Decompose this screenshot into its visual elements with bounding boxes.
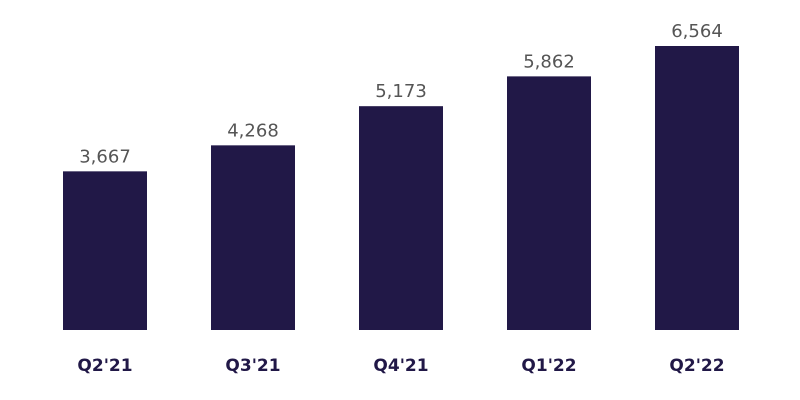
x-tick-label: Q2'21 [77,356,132,376]
x-tick-label: Q2'22 [669,356,724,376]
value-label: 5,173 [375,81,427,102]
value-label: 5,862 [523,51,575,72]
x-tick-label: Q1'22 [521,356,576,376]
bar [359,106,443,330]
bar [211,145,295,330]
value-label: 6,564 [671,21,723,42]
bar [655,46,739,330]
value-label: 4,268 [227,120,279,141]
x-tick-label: Q4'21 [373,356,428,376]
bar [63,171,147,330]
bar [507,76,591,330]
value-label: 3,667 [79,146,131,167]
x-tick-label: Q3'21 [225,356,280,376]
